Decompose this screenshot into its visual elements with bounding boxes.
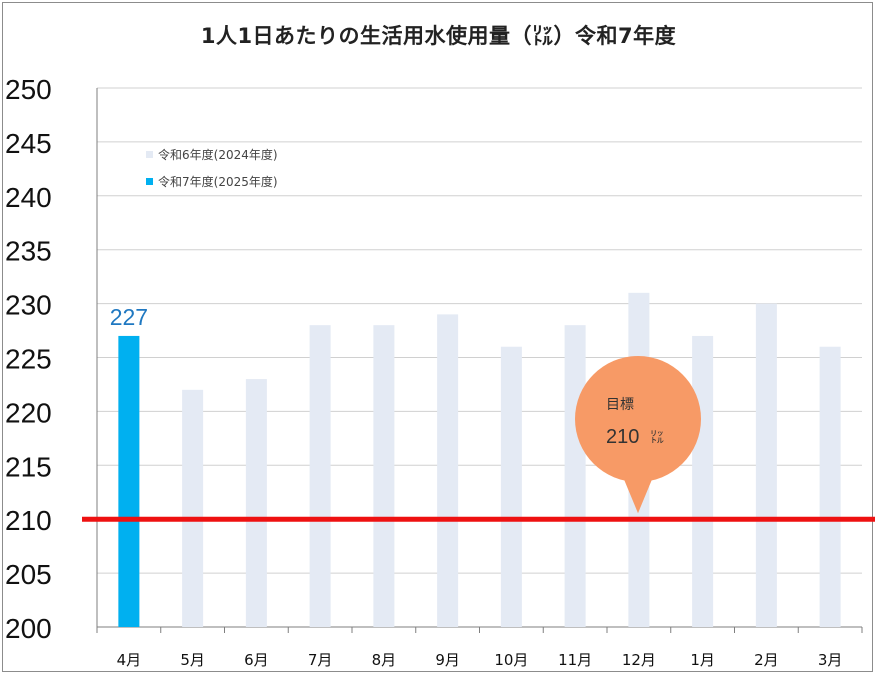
y-tick-label: 235 <box>5 236 52 267</box>
x-tick-label: 4月 <box>117 651 142 669</box>
callout-value: 210 <box>606 426 639 448</box>
y-tick-label: 220 <box>5 397 52 428</box>
bar-series0-6月 <box>245 379 267 627</box>
bar-series0-1月 <box>692 335 714 627</box>
y-tick-label: 245 <box>5 128 52 159</box>
legend-label-2024: 令和6年度(2024年度) <box>158 148 278 162</box>
x-tick-label: 6月 <box>244 651 269 669</box>
y-tick-label: 200 <box>5 613 52 644</box>
legend-item-2024: 令和6年度(2024年度) <box>146 146 278 163</box>
bar-series0-2月 <box>755 303 777 627</box>
x-tick-label: 11月 <box>558 651 592 669</box>
x-tick-label: 7月 <box>308 651 333 669</box>
x-tick-label: 8月 <box>372 651 397 669</box>
x-tick-label: 12月 <box>622 651 656 669</box>
legend-swatch-2024 <box>146 151 153 158</box>
x-tick-label: 3月 <box>818 651 843 669</box>
chart-title: 1人1日あたりの生活用水使用量（㍑）令和7年度 <box>200 24 677 48</box>
target-callout-bubble <box>575 356 701 482</box>
y-tick-label: 215 <box>5 451 52 482</box>
y-tick-label: 250 <box>5 74 52 105</box>
bar-series1-4月 <box>118 335 140 627</box>
y-tick-label: 210 <box>5 505 52 536</box>
y-tick-label: 240 <box>5 182 52 213</box>
bar-series0-8月 <box>373 325 395 627</box>
legend-swatch-2025 <box>146 178 153 185</box>
y-tick-label: 230 <box>5 290 52 321</box>
legend-item-2025: 令和7年度(2025年度) <box>146 173 278 190</box>
x-tick-label: 9月 <box>435 651 460 669</box>
x-tick-label: 5月 <box>180 651 205 669</box>
x-tick-label: 2月 <box>754 651 779 669</box>
legend-label-2025: 令和7年度(2025年度) <box>158 175 278 189</box>
bar-series0-5月 <box>182 389 204 627</box>
y-tick-label: 225 <box>5 344 52 375</box>
callout-unit: ㍑ <box>650 430 664 446</box>
y-tick-label: 205 <box>5 559 52 590</box>
x-tick-label: 10月 <box>494 651 528 669</box>
data-label: 227 <box>110 304 148 330</box>
bar-series0-7月 <box>309 325 331 627</box>
bar-series0-3月 <box>819 346 841 627</box>
callout-pointer <box>623 477 653 514</box>
x-tick-label: 1月 <box>690 651 715 669</box>
bar-series0-11月 <box>564 325 586 627</box>
callout-label: 目標 <box>606 397 634 413</box>
bar-series0-10月 <box>500 346 522 627</box>
bar-series0-9月 <box>437 314 459 627</box>
